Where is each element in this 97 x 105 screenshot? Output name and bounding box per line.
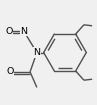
Text: N: N — [33, 48, 40, 57]
Text: N: N — [20, 27, 27, 36]
Text: O: O — [5, 27, 12, 36]
Text: O: O — [6, 67, 13, 76]
